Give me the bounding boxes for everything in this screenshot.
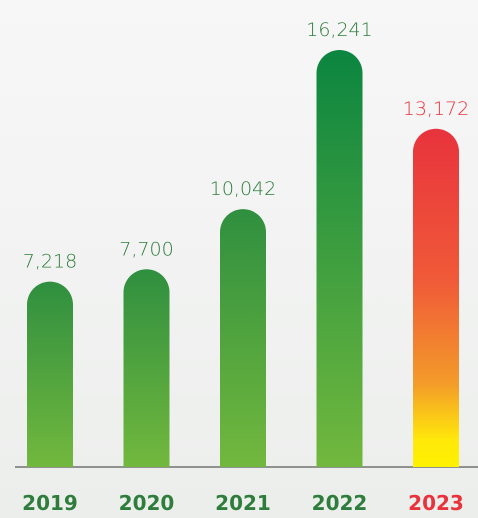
value-label: 13,172	[403, 98, 469, 120]
x-tick-label: 2020	[119, 491, 175, 515]
bar	[123, 269, 170, 467]
value-label: 7,218	[23, 251, 77, 273]
x-tick-label: 2022	[312, 491, 368, 515]
bar	[27, 281, 73, 467]
bar	[316, 50, 363, 467]
x-tick-label: 2021	[215, 491, 271, 515]
bar	[220, 209, 266, 467]
bar	[413, 128, 459, 467]
value-label: 16,241	[306, 19, 372, 41]
value-label: 7,700	[119, 238, 173, 260]
value-label: 10,042	[210, 178, 276, 200]
x-tick-label: 2023	[408, 491, 464, 515]
x-tick-label: 2019	[22, 491, 78, 515]
